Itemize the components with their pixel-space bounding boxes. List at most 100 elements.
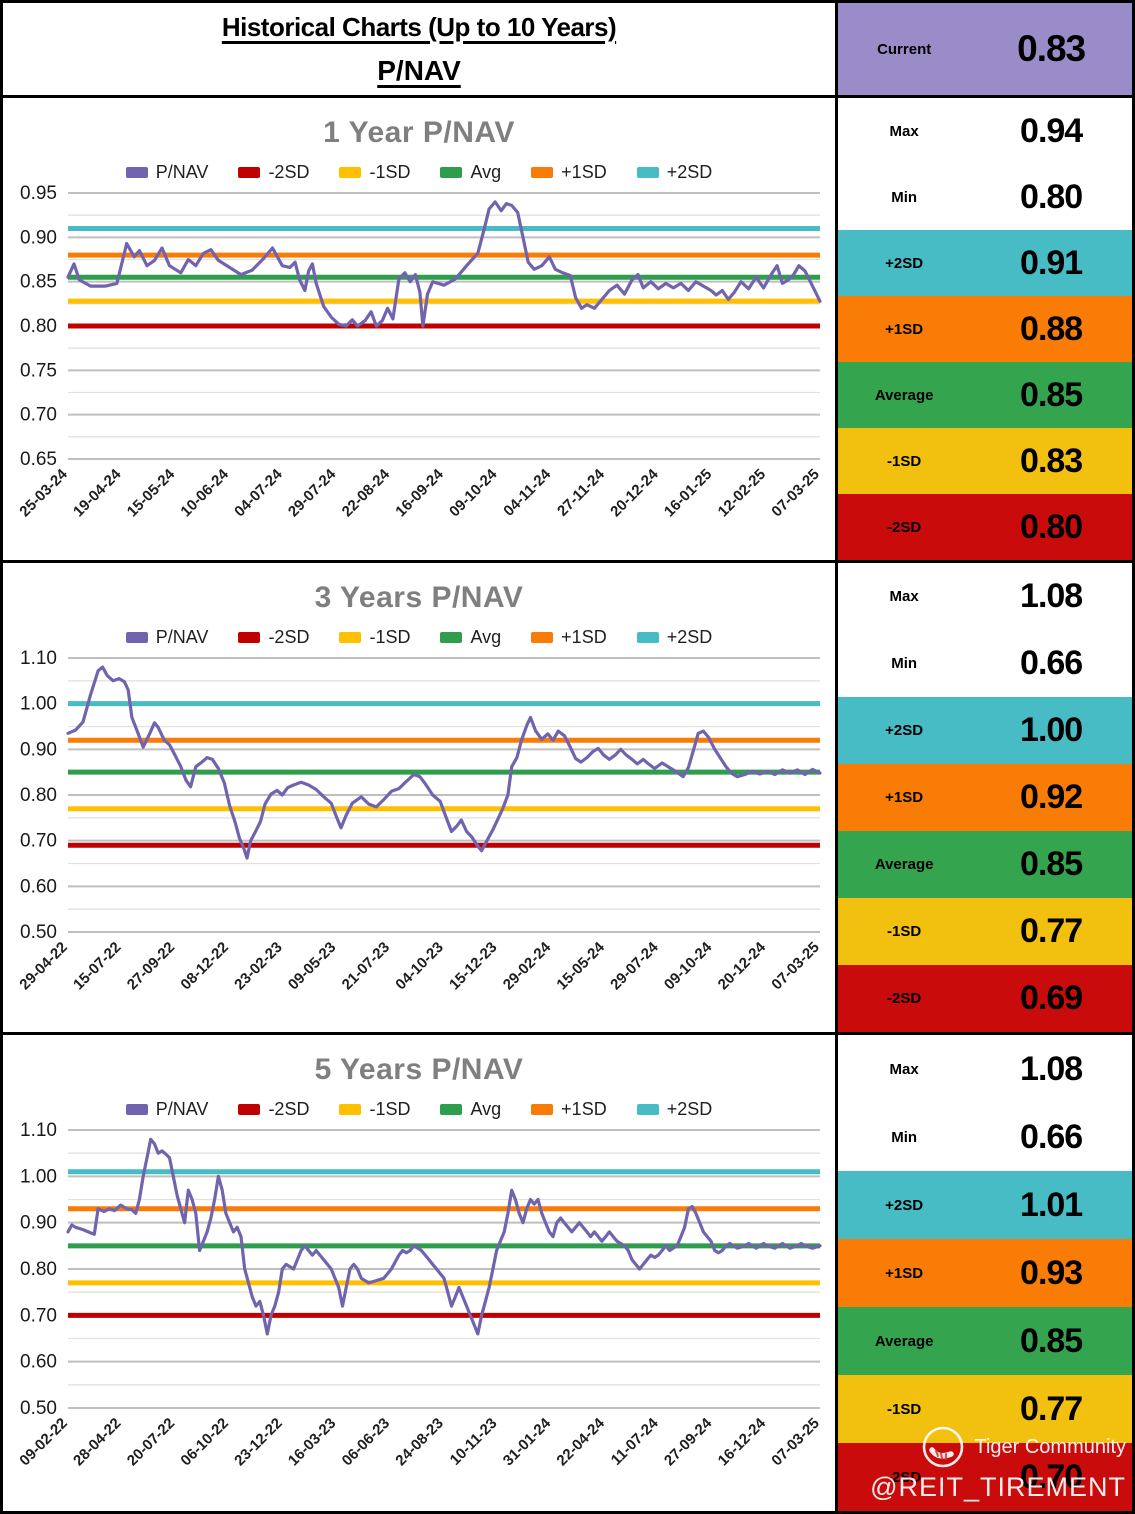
svg-text:27-09-24: 27-09-24 bbox=[661, 1414, 716, 1469]
legend-item-plus1sd: +1SD bbox=[531, 1099, 607, 1120]
pnav-swatch bbox=[125, 1104, 148, 1115]
chart-legend-1y: P/NAV -2SD -1SD Avg +1SD +2SD bbox=[3, 162, 835, 183]
svg-text:19-04-24: 19-04-24 bbox=[70, 465, 125, 520]
legend-label: P/NAV bbox=[155, 1099, 209, 1119]
watermark: Tiger Community @REIT_TIREMENT bbox=[870, 1424, 1126, 1503]
svg-text:15-05-24: 15-05-24 bbox=[553, 938, 608, 993]
legend-item-plus2sd: +2SD bbox=[636, 627, 712, 648]
svg-text:04-11-24: 04-11-24 bbox=[500, 465, 554, 519]
plus2sd-swatch bbox=[636, 1104, 659, 1115]
svg-text:29-02-24: 29-02-24 bbox=[500, 938, 555, 993]
svg-text:16-01-25: 16-01-25 bbox=[661, 466, 715, 520]
legend-item-minus1sd: -1SD bbox=[339, 1099, 410, 1120]
stat-row-minus2sd: -2SD 0.80 bbox=[838, 494, 1132, 560]
legend-item-avg: Avg bbox=[440, 627, 501, 648]
legend-label: P/NAV bbox=[155, 627, 209, 647]
stat-row-max: Max 1.08 bbox=[838, 1035, 1132, 1103]
svg-text:23-12-22: 23-12-22 bbox=[231, 1415, 285, 1469]
plus1sd-swatch bbox=[531, 167, 554, 178]
svg-text:09-10-24: 09-10-24 bbox=[446, 465, 501, 520]
legend-label: +2SD bbox=[666, 1099, 713, 1119]
report-header: Historical Charts (Up to 10 Years) P/NAV bbox=[3, 3, 838, 98]
svg-text:1.10: 1.10 bbox=[20, 1122, 57, 1141]
plus1sd-swatch bbox=[531, 632, 554, 643]
stat-row-average: Average 0.85 bbox=[838, 362, 1132, 428]
stats-panel-5y: Max 1.08 Min 0.66 +2SD 1.01 +1SD 0.93 Averag… bbox=[838, 1035, 1132, 1511]
stat-row-plus1sd: +1SD 0.92 bbox=[838, 764, 1132, 831]
report-subtitle: P/NAV bbox=[377, 54, 461, 86]
avg-swatch bbox=[440, 1104, 463, 1115]
svg-text:0.65: 0.65 bbox=[20, 449, 57, 470]
stat-row-minus1sd: -1SD 0.77 bbox=[838, 1375, 1132, 1443]
svg-text:29-07-24: 29-07-24 bbox=[285, 465, 340, 520]
svg-text:20-12-24: 20-12-24 bbox=[715, 938, 770, 993]
minus2sd-swatch bbox=[238, 167, 261, 178]
svg-text:06-10-22: 06-10-22 bbox=[177, 1415, 231, 1469]
svg-text:10-06-24: 10-06-24 bbox=[177, 465, 232, 520]
stat-row-plus1sd: +1SD 0.88 bbox=[838, 296, 1132, 362]
svg-text:0.70: 0.70 bbox=[20, 831, 57, 852]
svg-text:0.95: 0.95 bbox=[20, 185, 57, 204]
stat-row-min: Min 0.66 bbox=[838, 630, 1132, 697]
current-box: Current 0.83 bbox=[838, 3, 1132, 98]
svg-text:1.00: 1.00 bbox=[20, 694, 57, 715]
stat-row-max: Max 0.94 bbox=[838, 98, 1132, 164]
svg-text:10-11-23: 10-11-23 bbox=[447, 1415, 501, 1469]
plus2sd-swatch bbox=[636, 632, 659, 643]
legend-label: Avg bbox=[470, 627, 502, 647]
stat-row-average: Average 0.85 bbox=[838, 831, 1132, 898]
legend-label: +1SD bbox=[561, 627, 607, 647]
stat-row-minus1sd: -1SD 0.77 bbox=[838, 898, 1132, 965]
current-label: Current bbox=[877, 40, 932, 58]
legend-label: -2SD bbox=[268, 1099, 310, 1119]
svg-text:0.90: 0.90 bbox=[20, 739, 57, 760]
legend-label: +1SD bbox=[561, 162, 607, 182]
report-title: Historical Charts (Up to 10 Years) bbox=[221, 11, 617, 42]
legend-item-minus2sd: -2SD bbox=[238, 1099, 309, 1120]
svg-text:22-08-24: 22-08-24 bbox=[339, 465, 394, 520]
svg-text:15-12-23: 15-12-23 bbox=[446, 939, 500, 993]
svg-text:25-03-24: 25-03-24 bbox=[16, 465, 71, 520]
legend-item-minus2sd: -2SD bbox=[238, 162, 309, 183]
svg-text:16-09-24: 16-09-24 bbox=[392, 465, 447, 520]
svg-text:04-07-24: 04-07-24 bbox=[231, 465, 286, 520]
tiger-logo-icon bbox=[923, 1426, 964, 1468]
stat-row-plus2sd: +2SD 0.91 bbox=[838, 230, 1132, 296]
minus1sd-swatch bbox=[339, 1104, 362, 1115]
stat-row-average: Average 0.85 bbox=[838, 1307, 1132, 1375]
chart-section-3y: 3 Years P/NAV P/NAV -2SD -1SD Avg +1SD +… bbox=[3, 563, 838, 1035]
stat-row-min: Min 0.66 bbox=[838, 1103, 1132, 1171]
svg-text:24-08-23: 24-08-23 bbox=[392, 1415, 446, 1469]
watermark-community: Tiger Community bbox=[974, 1435, 1126, 1458]
legend-label: -2SD bbox=[268, 627, 310, 647]
stat-row-minus1sd: -1SD 0.83 bbox=[838, 428, 1132, 494]
legend-label: -2SD bbox=[268, 162, 310, 182]
svg-text:15-07-22: 15-07-22 bbox=[70, 939, 124, 993]
svg-text:0.80: 0.80 bbox=[20, 785, 57, 806]
svg-text:0.75: 0.75 bbox=[20, 360, 57, 381]
svg-text:07-03-25: 07-03-25 bbox=[768, 939, 822, 993]
svg-text:06-06-23: 06-06-23 bbox=[339, 1415, 393, 1469]
chart-legend-5y: P/NAV -2SD -1SD Avg +1SD +2SD bbox=[3, 1099, 835, 1120]
watermark-handle: @REIT_TIREMENT bbox=[870, 1472, 1126, 1502]
svg-text:22-04-24: 22-04-24 bbox=[553, 1414, 608, 1469]
svg-text:31-01-24: 31-01-24 bbox=[500, 1414, 555, 1469]
minus1sd-swatch bbox=[339, 632, 362, 643]
svg-text:0.50: 0.50 bbox=[20, 922, 57, 943]
svg-text:27-11-24: 27-11-24 bbox=[554, 465, 608, 519]
svg-text:0.80: 0.80 bbox=[20, 1259, 57, 1280]
svg-text:11-07-24: 11-07-24 bbox=[608, 1414, 662, 1468]
current-value: 0.83 bbox=[1017, 28, 1086, 69]
svg-text:09-02-22: 09-02-22 bbox=[16, 1415, 70, 1469]
svg-text:29-07-24: 29-07-24 bbox=[607, 938, 662, 993]
chart-section-5y: 5 Years P/NAV P/NAV -2SD -1SD Avg +1SD +… bbox=[3, 1035, 838, 1511]
stats-panel-3y: Max 1.08 Min 0.66 +2SD 1.00 +1SD 0.92 Averag… bbox=[838, 563, 1132, 1035]
avg-swatch bbox=[440, 632, 463, 643]
minus2sd-swatch bbox=[238, 632, 261, 643]
legend-item-plus2sd: +2SD bbox=[636, 162, 712, 183]
chart-legend-3y: P/NAV -2SD -1SD Avg +1SD +2SD bbox=[3, 627, 835, 648]
